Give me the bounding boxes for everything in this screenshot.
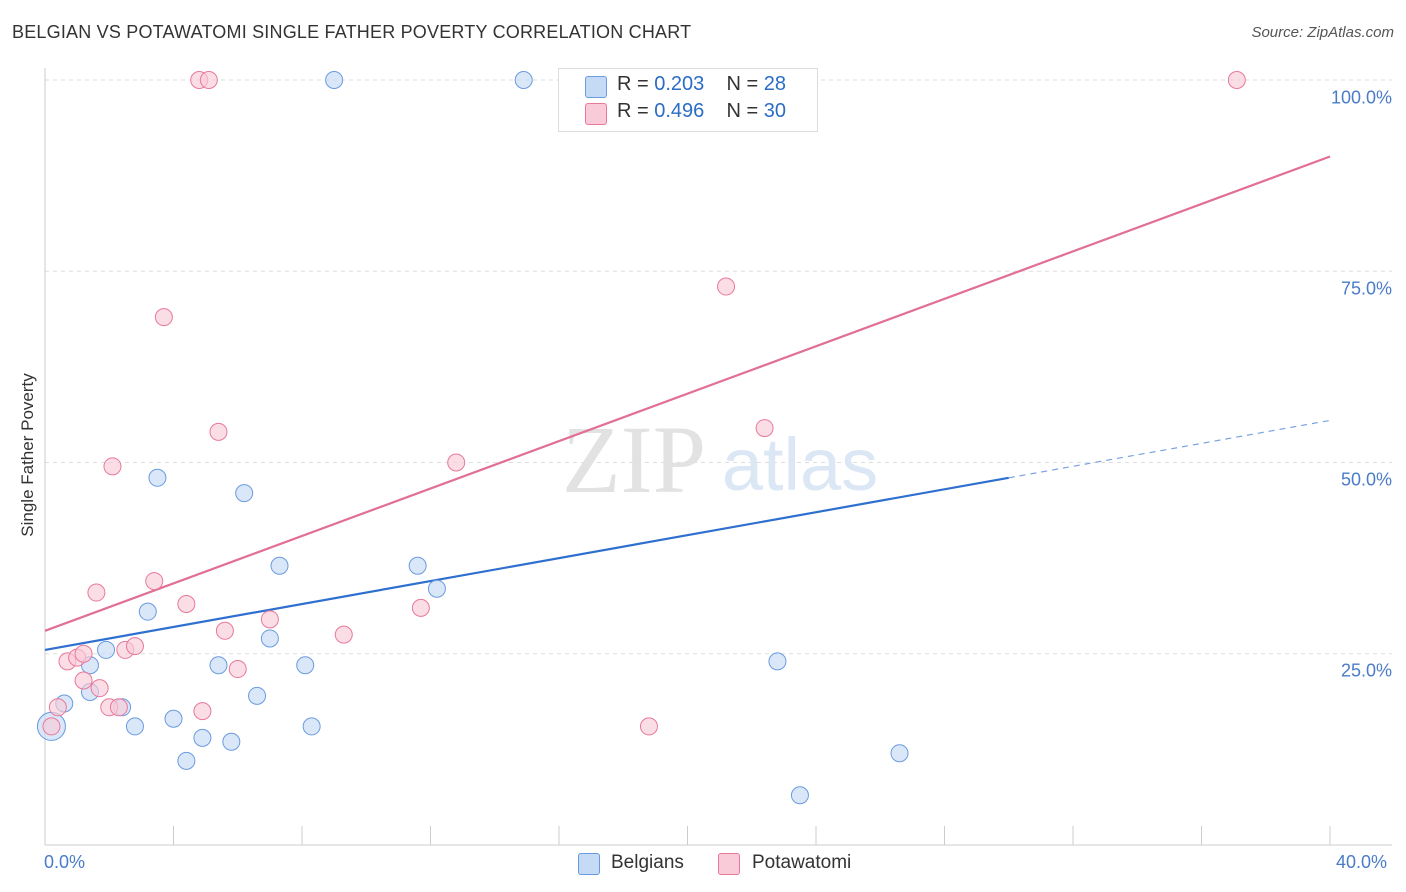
data-points [36,71,1246,805]
potawatomi-point [74,671,93,690]
potawatomi-point [215,621,234,640]
axes [44,68,1392,846]
belgians-point [209,656,228,675]
belgians-point [296,656,315,675]
trend-line-belgians-extension [1008,419,1331,479]
potawatomi-point [145,572,164,591]
legend-r-value-belgians: 0.203 [654,73,705,95]
belgians-point [97,640,116,659]
series-label-belgians: Belgians [611,852,684,873]
potawatomi-point [109,698,128,717]
potawatomi-point [755,419,774,438]
y-tick-50: 50.0% [1340,469,1392,490]
belgians-point [790,786,809,805]
series-legend: Belgians Potawatomi [578,850,878,876]
series-swatch-potawatomi [718,853,740,875]
source-label: Source: ZipAtlas.com [1251,24,1394,41]
y-tick-25: 25.0% [1340,660,1392,681]
potawatomi-point [87,583,106,602]
potawatomi-point [717,277,736,296]
belgians-point [270,556,289,575]
potawatomi-point [48,698,67,717]
belgians-point [193,728,212,747]
potawatomi-point [260,610,279,629]
trend-lines [44,155,1331,652]
belgians-point [125,717,144,736]
y-tick-75: 75.0% [1340,278,1392,299]
legend-r-value-potawatomi: 0.496 [654,100,705,122]
belgians-point [164,709,183,728]
belgians-point [138,602,157,621]
potawatomi-point [42,717,61,736]
correlation-legend: R = 0.203 N = 28 R = 0.496 N = 30 [558,68,818,132]
belgians-point [148,468,167,487]
potawatomi-point [125,637,144,656]
potawatomi-point [228,660,247,679]
series-swatch-belgians [578,853,600,875]
belgians-point [890,744,909,763]
x-tick-min: 0.0% [44,852,86,872]
potawatomi-point [199,71,218,89]
potawatomi-point [334,625,353,644]
legend-swatch-belgians [585,76,607,98]
legend-n-value-belgians: 28 [763,73,787,95]
legend-r-label: R = [617,100,649,122]
watermark-zip: ZIP [562,406,706,513]
watermark: ZIP atlas [562,406,878,513]
belgians-point [222,732,241,751]
y-axis-label: Single Father Poverty [18,373,37,537]
potawatomi-point [411,598,430,617]
trend-line-potawatomi [44,155,1331,632]
belgians-point [260,629,279,648]
belgians-point [248,686,267,705]
belgians-point [408,556,427,575]
legend-n-label: N = [726,73,759,95]
belgians-point [427,579,446,598]
legend-n-label: N = [726,100,759,122]
belgians-point [325,71,344,89]
chart-title: BELGIAN VS POTAWATOMI SINGLE FATHER POVE… [12,22,692,42]
trend-line-belgians [44,476,1009,652]
potawatomi-point [177,595,196,614]
potawatomi-point [209,422,228,441]
potawatomi-point [639,717,658,736]
potawatomi-point [103,457,122,476]
belgians-point [514,71,533,89]
belgians-point [768,652,787,671]
potawatomi-point [1227,71,1246,89]
belgians-point [235,484,254,503]
belgians-point [177,751,196,770]
watermark-atlas: atlas [722,423,878,506]
potawatomi-point [90,679,109,698]
grid-lines [45,79,1392,655]
belgians-point [302,717,321,736]
y-tick-100: 100.0% [1330,87,1392,108]
potawatomi-point [74,644,93,663]
potawatomi-point [154,308,173,327]
x-tick-max: 40.0% [1336,852,1388,872]
potawatomi-point [193,702,212,721]
legend-swatch-potawatomi [585,103,607,125]
potawatomi-point [447,453,466,472]
legend-n-value-potawatomi: 30 [763,100,787,122]
series-label-potawatomi: Potawatomi [752,852,852,873]
legend-r-label: R = [617,73,649,95]
